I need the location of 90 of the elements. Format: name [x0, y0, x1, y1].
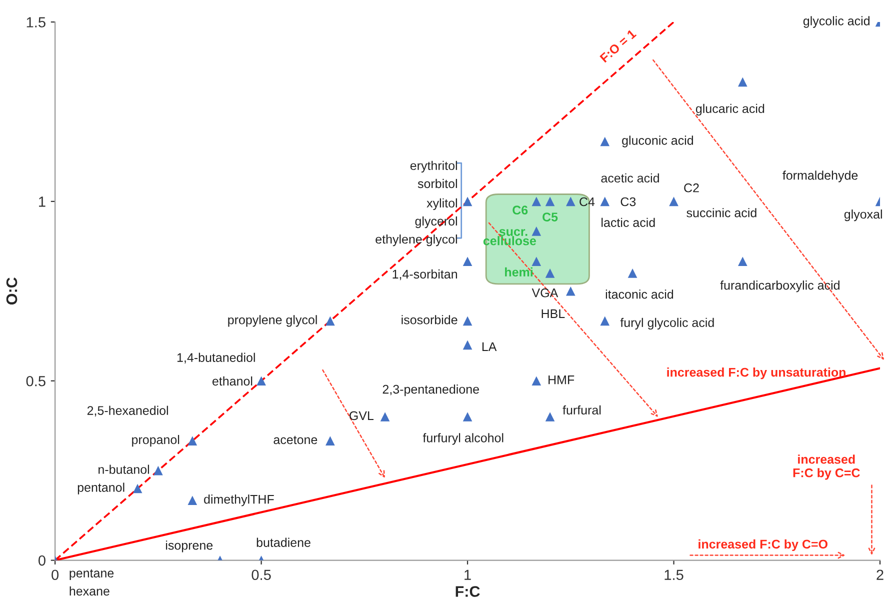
y-tick-label: 0 [38, 555, 46, 566]
annotation: HBL [542, 309, 565, 318]
point [532, 376, 542, 386]
annotation: C3 [620, 197, 636, 206]
annotation: isosorbide [402, 315, 458, 324]
annotation: glyoxal [844, 209, 882, 222]
x-tick-label: 0 [52, 570, 59, 580]
annotation: propanol [132, 434, 180, 447]
annotation: C5 [542, 212, 558, 222]
point [600, 196, 610, 206]
point [132, 484, 142, 494]
point [380, 412, 390, 422]
annotation: glycolic acid [803, 16, 870, 28]
annotation: C6 [512, 206, 528, 215]
annotation: ethanol [212, 376, 252, 386]
x-tick-label: 1 [464, 570, 471, 580]
point [545, 196, 555, 206]
annotation: erythritol [410, 160, 457, 173]
annotation: 2,3-pentanedione [382, 384, 479, 396]
point [532, 256, 542, 266]
point [188, 496, 198, 506]
annotation: gluconic acid [622, 136, 694, 148]
annotation: increased F:C by C=C [793, 454, 860, 480]
point [462, 340, 472, 350]
x-tick-label: 1.5 [664, 570, 684, 580]
annotation: 1,4-butanediol [177, 352, 255, 364]
x-tick-label: 2 [876, 570, 884, 580]
annotation: LA [482, 342, 497, 351]
annotation: lactic acid [602, 218, 655, 228]
annotation: sucr. [499, 229, 528, 236]
x-axis-title: F:C [456, 586, 480, 597]
point [566, 196, 576, 206]
annotation: C4 [580, 197, 595, 206]
point [462, 196, 472, 206]
point [545, 268, 555, 278]
annotation: 2,5-hexanediol [87, 406, 168, 416]
annotation: xylitol [426, 198, 457, 210]
annotation: increased F:C by C=O [698, 539, 828, 552]
point [326, 436, 335, 446]
point [738, 77, 748, 87]
annotation: VGA [532, 288, 558, 298]
annotation: pentanol [78, 482, 124, 494]
annotation: 1,4-sorbitan [392, 269, 458, 280]
point [566, 286, 576, 296]
y-axis-title: O:C [6, 278, 18, 305]
annotation: formaldehyde [782, 170, 858, 182]
annotation: furyl glycolic acid [620, 318, 714, 330]
annotation: butadiene [256, 538, 310, 547]
point [154, 466, 163, 476]
point [628, 268, 638, 278]
point [462, 256, 472, 266]
annotation: HMF [548, 375, 574, 384]
y-tick-label: 1.5 [26, 17, 46, 28]
point [462, 316, 472, 326]
annotation: dimethylTHF [204, 494, 274, 506]
point [600, 136, 610, 146]
point [188, 436, 198, 446]
point [462, 412, 472, 422]
annotation: glucaric acid [696, 104, 764, 116]
point [545, 412, 555, 422]
annotation: isoprene [166, 540, 213, 552]
annotation: glycerol [415, 216, 457, 228]
annotation: GVL [350, 411, 374, 420]
annotation: itaconic acid [606, 290, 674, 299]
annotation: n-butanol [98, 464, 150, 474]
point [669, 196, 678, 206]
annotation: pentane [70, 569, 114, 580]
x-tick-label: 0.5 [252, 570, 271, 580]
annotation: ethylene glycol [376, 234, 457, 246]
annotation: propylene glycol [228, 315, 317, 327]
annotation: acetone [274, 436, 318, 444]
annotation: acetic acid [601, 173, 659, 183]
annotation: F:O = 1 [600, 28, 637, 63]
annotation: sorbitol [418, 178, 457, 188]
point [326, 316, 335, 326]
y-tick-label: 1 [39, 196, 46, 207]
point [532, 196, 542, 206]
annotation: hexane [70, 586, 110, 596]
annotation: hemi [505, 267, 532, 277]
y-tick-label: 0.5 [26, 376, 46, 386]
annotation: furfural [562, 405, 601, 415]
annotation: succinic acid [686, 208, 756, 218]
point [532, 226, 542, 236]
annotation: C2 [684, 183, 699, 192]
annotation: furandicarboxylic acid [720, 280, 840, 292]
point [600, 316, 610, 326]
annotation: furfuryl alcohol [422, 433, 504, 445]
annotation: increased F:C by unsaturation [667, 368, 846, 380]
point [256, 376, 266, 386]
point [738, 256, 748, 266]
